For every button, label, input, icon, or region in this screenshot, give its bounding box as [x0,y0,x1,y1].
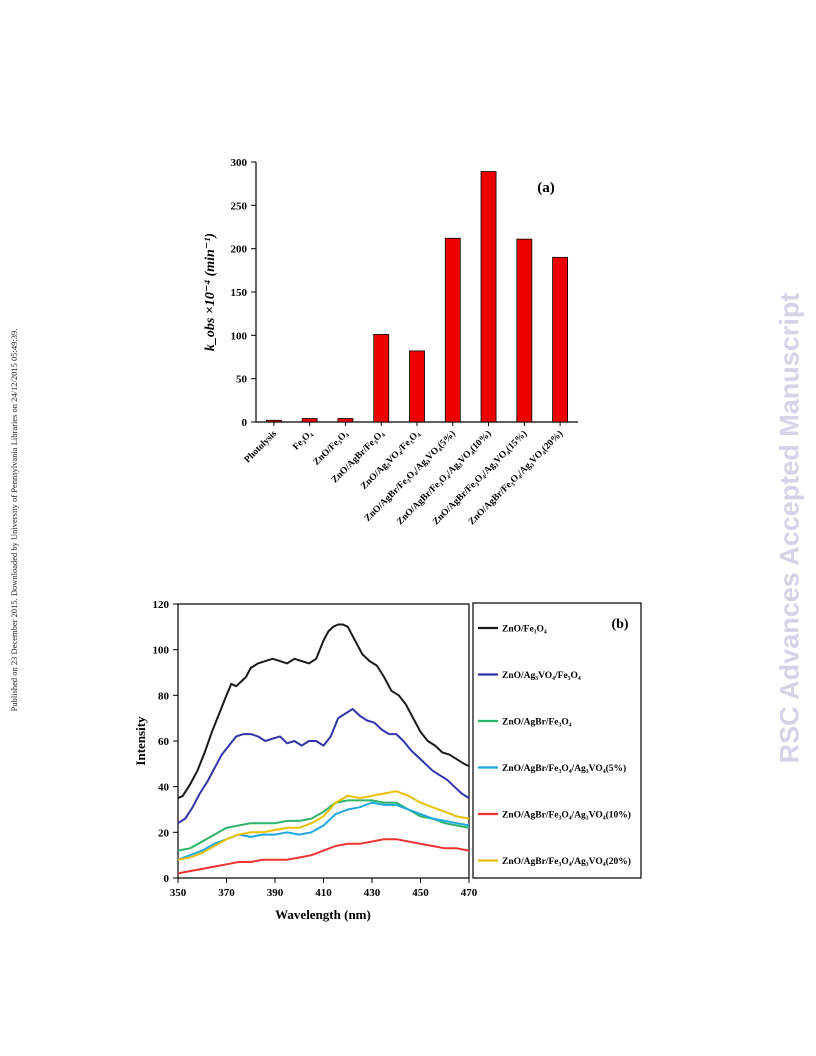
y-tick-label-b: 120 [153,599,170,611]
x-tick-label-b: 470 [461,887,478,899]
plot-frame-b [177,603,470,879]
y-tick-label-b: 100 [153,645,170,657]
y-tick-label-a: 100 [231,330,248,342]
bar-5 [444,237,461,423]
x-tick-label-b: 430 [364,887,381,899]
legend-label-1: ZnO/Ag₃VO₄/Fe₃O₄ [502,671,581,681]
panel-label-b: (b) [611,617,628,632]
y-tick-label-b: 80 [158,690,170,702]
series-line-5 [177,790,470,861]
legend-label-2: ZnO/AgBr/Fe₃O₄ [502,718,572,728]
bar-4 [409,350,425,423]
bar-8 [552,256,569,423]
legend-box [472,602,642,879]
legend-label-5: ZnO/AgBr/Fe₃O₄/Ag₃VO₄(20%) [502,856,631,867]
x-axis-label-b: Wavelength (nm) [275,907,371,922]
x-tick-label-b: 450 [412,887,429,899]
x-tick-label-b: 390 [267,887,284,899]
bar-0 [265,419,282,423]
y-axis-label-a: k_obs ×10⁻⁴ (min⁻¹) [203,233,218,351]
bar-3 [373,334,390,423]
y-tick-label-a: 150 [231,287,248,299]
x-tick-label-b: 350 [170,887,187,899]
y-tick-label-b: 20 [158,827,170,839]
series-line-4 [177,838,470,875]
y-axis-label-b: Intensity [133,716,148,766]
legend-label-4: ZnO/AgBr/Fe₃O₄/Ag₃VO₄(10%) [502,810,631,821]
y-tick-label-a: 300 [231,157,248,169]
series-line-1 [177,708,470,825]
x-tick-label-b: 370 [218,887,235,899]
bar-1 [301,418,318,423]
y-tick-label-b: 40 [158,782,170,794]
bar-7 [516,238,533,423]
bar-6 [480,171,497,423]
series-line-0 [177,623,470,800]
panel-label-a: (a) [537,180,555,196]
legend-label-3: ZnO/AgBr/Fe₃O₄/Ag₃VO₄(5%) [502,763,626,774]
y-tick-label-a: 250 [231,200,248,212]
y-tick-label-a: 200 [231,244,248,256]
y-tick-label-b: 0 [164,873,170,885]
bar-2 [337,418,354,423]
x-tick-label-b: 410 [315,887,332,899]
legend-label-0: ZnO/Fe₃O₄ [502,625,547,635]
y-tick-label-a: 50 [236,374,248,386]
y-tick-label-b: 60 [158,736,170,748]
y-tick-label-a: 0 [242,417,248,429]
series-line-2 [177,799,470,852]
